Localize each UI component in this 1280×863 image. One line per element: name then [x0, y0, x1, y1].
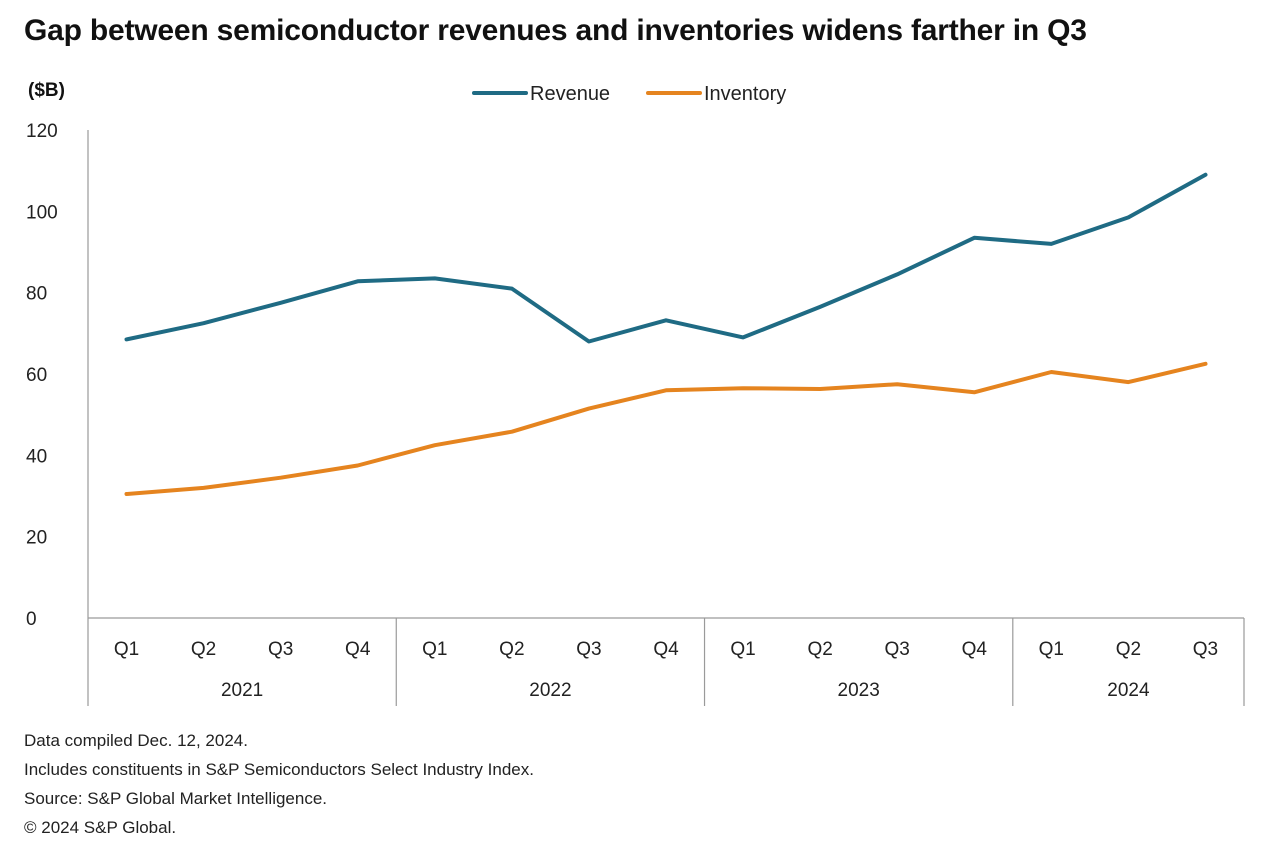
x-year-label: 2021 [221, 680, 263, 701]
x-year-label: 2024 [1107, 680, 1150, 701]
x-tick-label: Q3 [268, 639, 293, 660]
x-year-label: 2022 [529, 680, 571, 701]
y-tick-label: 100 [26, 202, 58, 223]
x-tick-label: Q3 [576, 639, 601, 660]
series-line-inventory [124, 361, 1208, 496]
x-tick-label: Q2 [499, 639, 524, 660]
axes [87, 130, 1245, 706]
x-tick-label: Q3 [1193, 639, 1218, 660]
y-axis-unit-label: ($B) [28, 80, 65, 101]
x-tick-label: Q1 [1039, 639, 1064, 660]
x-tick-label: Q1 [730, 639, 755, 660]
note-constituents: Includes constituents in S&P Semiconduct… [24, 760, 534, 779]
x-tick-label: Q4 [345, 639, 371, 660]
y-tick-label: 60 [26, 365, 47, 386]
x-tick-label: Q2 [191, 639, 216, 660]
x-tick-label: Q4 [653, 639, 679, 660]
legend-label-inventory: Inventory [704, 83, 786, 105]
y-tick-label: 40 [26, 446, 47, 467]
y-tick-label: 0 [26, 609, 37, 630]
note-copyright: © 2024 S&P Global. [24, 818, 177, 837]
x-tick-label: Q2 [807, 639, 832, 660]
chart-notes: Data compiled Dec. 12, 2024. Includes co… [24, 726, 534, 842]
y-tick-label: 120 [26, 121, 58, 142]
x-tick-label: Q3 [885, 639, 910, 660]
legend: Revenue Inventory [472, 83, 786, 105]
line-chart: ($B) Revenue Inventory 0 20 40 60 80 100 120 Q1… [26, 80, 1245, 706]
chart-title: Gap between semiconductor revenues and i… [24, 14, 1087, 47]
x-tick-label: Q1 [422, 639, 447, 660]
legend-label-revenue: Revenue [530, 83, 610, 105]
y-tick-label: 80 [26, 284, 47, 305]
x-tick-label: Q1 [114, 639, 139, 660]
series-lines [124, 172, 1208, 496]
y-tick-label: 20 [26, 528, 47, 549]
x-tick-label: Q2 [1116, 639, 1141, 660]
series-line-revenue [124, 172, 1208, 344]
y-axis-ticks: 0 20 40 60 80 100 120 [26, 121, 58, 630]
note-source: Source: S&P Global Market Intelligence. [24, 789, 328, 808]
x-tick-label: Q4 [962, 639, 988, 660]
x-year-label: 2023 [838, 680, 880, 701]
note-compiled: Data compiled Dec. 12, 2024. [24, 731, 248, 750]
